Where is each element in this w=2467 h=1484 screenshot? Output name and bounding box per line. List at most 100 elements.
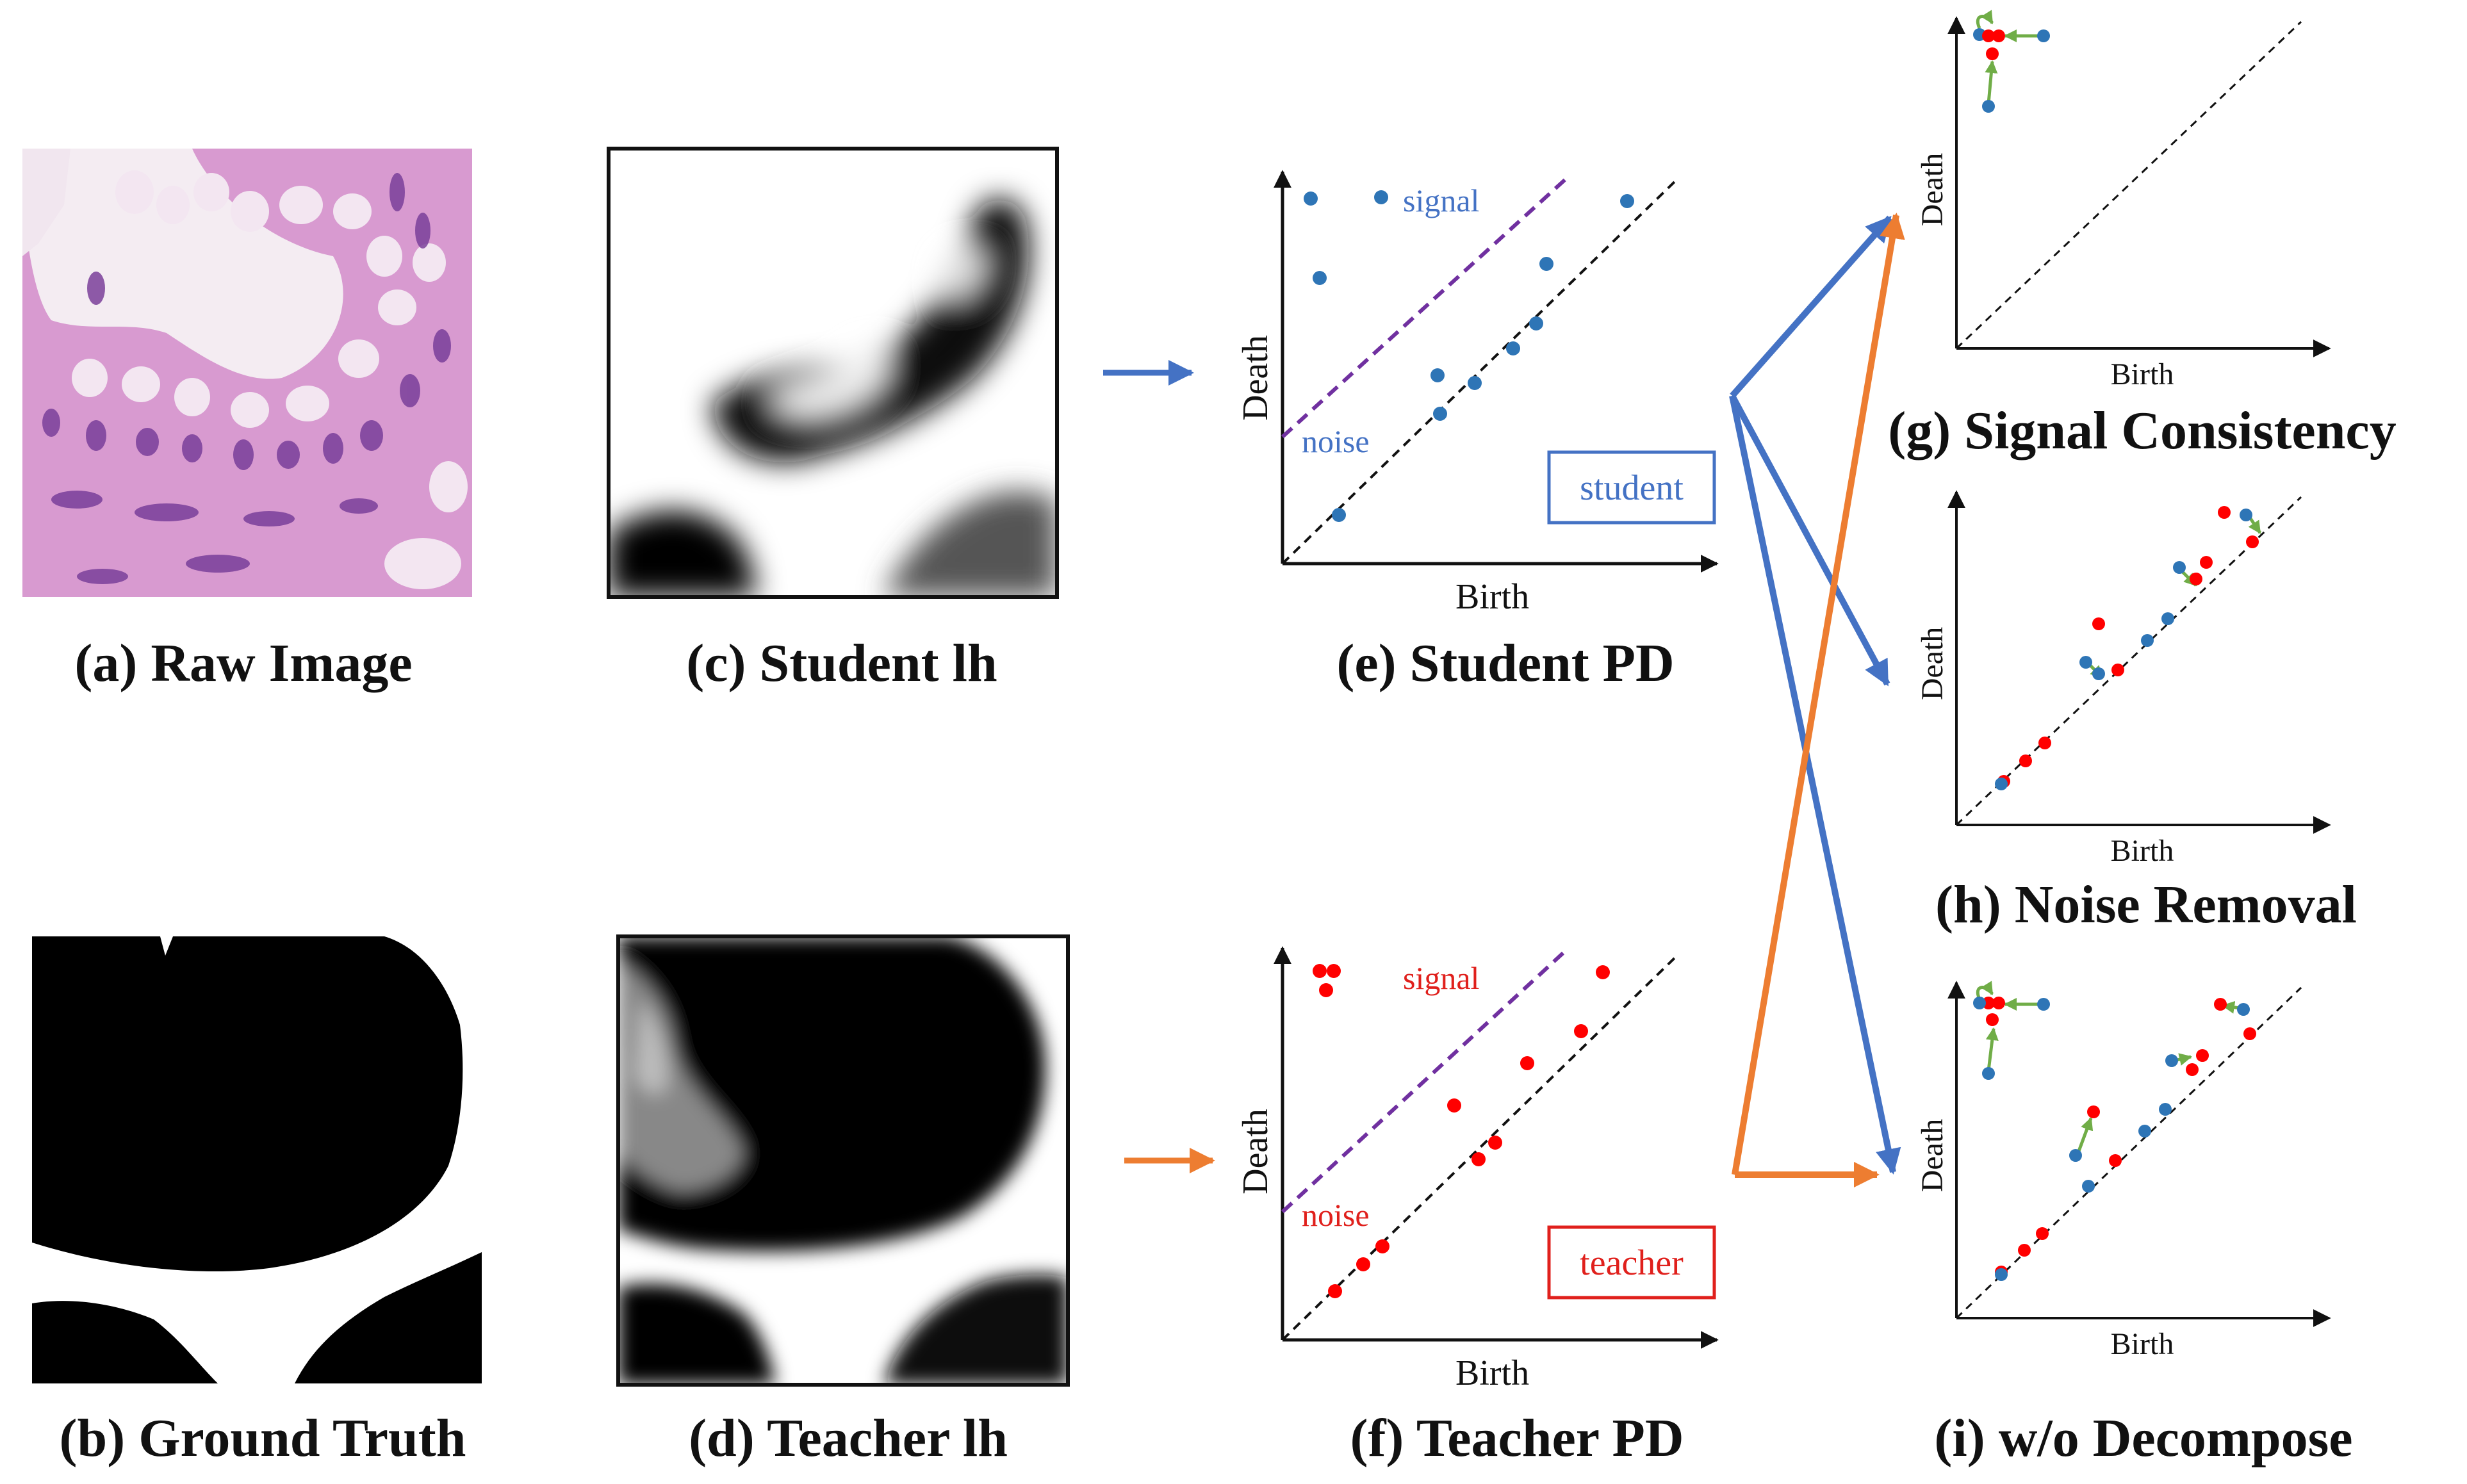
h-teacher-point <box>2246 535 2259 548</box>
i-teacher-point <box>1992 997 2005 1009</box>
i-teacher-point <box>2214 998 2227 1011</box>
i-teacher-point <box>2186 1063 2199 1076</box>
teacher-point <box>1375 1239 1389 1253</box>
teacher-point <box>1471 1152 1486 1166</box>
student-box-label: student <box>1580 468 1684 508</box>
without-decompose-pd: Birth Death <box>1915 981 2331 1361</box>
i-teacher-point <box>2087 1105 2100 1118</box>
student-point <box>1529 316 1543 330</box>
student-lh-frame <box>607 147 1059 599</box>
i-teacher-point <box>1986 1013 1999 1026</box>
i-teacher-point <box>2036 1227 2049 1240</box>
g-teacher-point <box>1986 47 1999 60</box>
student-point <box>1620 194 1634 208</box>
g-student-point <box>1982 100 1995 113</box>
student-pd-threshold <box>1281 175 1570 439</box>
h-diagonal <box>1955 496 2302 826</box>
h-student-point <box>1995 778 2008 790</box>
student-point <box>1374 190 1388 204</box>
student-to-i-arrow <box>1729 395 1901 1175</box>
h-xlabel: Birth <box>2111 834 2174 868</box>
i-student-point <box>2138 1125 2151 1137</box>
student-point <box>1539 257 1553 271</box>
g-ylabel: Death <box>1915 153 1949 227</box>
teacher-point <box>1356 1257 1370 1271</box>
h-student-point <box>2079 656 2092 669</box>
i-match-arrow <box>1976 981 1994 1000</box>
h-student-point <box>2161 612 2174 625</box>
panel-e-caption: (e) Student PD <box>1336 633 1674 693</box>
teacher-pd-xlabel: Birth <box>1455 1353 1529 1393</box>
student-point <box>1506 341 1520 355</box>
panel-a-caption: (a) Raw Image <box>74 633 412 693</box>
i-teacher-point <box>2196 1049 2209 1062</box>
h-teacher-point <box>2111 664 2124 676</box>
student-likelihood-map <box>609 149 1057 597</box>
panel-i-caption: (i) w/o Decompose <box>1934 1408 2352 1468</box>
student-point <box>1304 192 1318 206</box>
i-student-point <box>1973 997 1986 1009</box>
h-teacher-point <box>2019 754 2032 767</box>
h-student-point <box>2240 509 2252 521</box>
student-pd-xlabel: Birth <box>1455 577 1529 617</box>
h-student-point <box>2092 667 2105 680</box>
teacher-point <box>1327 964 1341 978</box>
teacher-pd-noise-label: noise <box>1302 1197 1370 1233</box>
h-teacher-point <box>2190 573 2202 585</box>
h-teacher-point <box>2038 737 2051 749</box>
i-match-arrow <box>2076 1117 2094 1154</box>
h-ylabel: Death <box>1915 627 1949 701</box>
matching-arrows <box>1729 213 1905 1187</box>
i-ylabel: Death <box>1915 1119 1949 1193</box>
g-teacher-point <box>1992 29 2005 42</box>
panel-b-caption: (b) Ground Truth <box>60 1408 466 1468</box>
student-pd: Birth Death signal noise student <box>1236 170 1719 617</box>
panel-d-caption: (d) Teacher lh <box>689 1408 1008 1468</box>
g-match-arrow <box>1976 10 1994 29</box>
i-teacher-point <box>2018 1244 2031 1257</box>
teacher-point <box>1596 965 1610 979</box>
i-student-point <box>2069 1149 2082 1162</box>
student-box <box>1547 450 1716 525</box>
teacher-likelihood-map <box>618 936 1068 1385</box>
h-teacher-point <box>2200 556 2213 569</box>
teacher-point <box>1520 1056 1534 1070</box>
student-pd-noise-label: noise <box>1302 423 1370 459</box>
teacher-box-label: teacher <box>1580 1243 1684 1283</box>
ground-truth-image <box>32 936 482 1383</box>
i-match-arrow <box>1985 1027 1999 1072</box>
teacher-to-g-arrow <box>1732 213 1905 1175</box>
g-match-arrow <box>1985 60 1998 104</box>
i-xlabel: Birth <box>2111 1327 2174 1361</box>
teacher-point <box>1574 1024 1588 1038</box>
teacher-pd-threshold <box>1281 951 1565 1214</box>
raw-image <box>22 149 472 597</box>
i-teacher-point <box>2109 1154 2122 1167</box>
panel-h-caption: (h) Noise Removal <box>1935 875 2357 934</box>
teacher-lh-frame <box>616 934 1070 1387</box>
i-student-point <box>2165 1054 2178 1067</box>
teacher-point <box>1328 1284 1342 1298</box>
teacher-pd: Birth Death signal noise teacher <box>1236 946 1719 1393</box>
i-teacher-point <box>2243 1027 2256 1040</box>
panel-c-caption: (c) Student lh <box>686 633 997 693</box>
g-diagonal <box>1955 20 2302 350</box>
h-student-point <box>2173 561 2186 574</box>
h-teacher-point <box>2218 506 2231 519</box>
teacher-point <box>1447 1098 1461 1113</box>
teacher-pd-signal-label: signal <box>1403 960 1479 996</box>
student-point <box>1313 271 1327 285</box>
panel-f-caption: (f) Teacher PD <box>1350 1408 1684 1468</box>
teacher-point <box>1319 983 1333 997</box>
student-point <box>1430 368 1445 382</box>
teacher-pd-ylabel: Death <box>1236 1109 1275 1195</box>
h-teacher-point <box>2092 617 2105 630</box>
student-point <box>1433 407 1447 421</box>
g-xlabel: Birth <box>2111 357 2174 391</box>
g-teacher-point <box>1982 29 1995 42</box>
student-to-g-arrow <box>1730 215 1892 398</box>
student-point <box>1468 376 1482 390</box>
i-teacher-point <box>1982 997 1995 1009</box>
student-pd-signal-label: signal <box>1403 183 1479 218</box>
